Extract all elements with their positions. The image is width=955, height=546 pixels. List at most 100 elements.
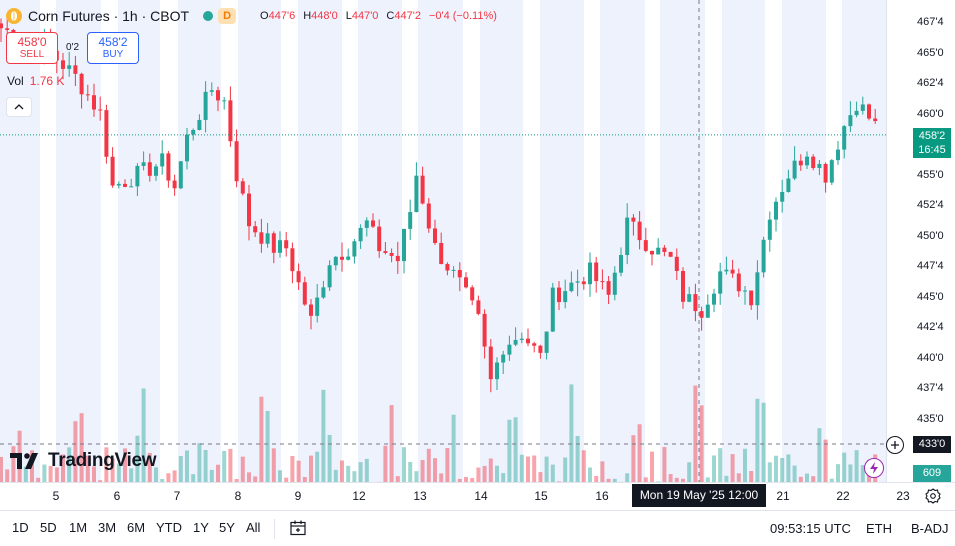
range-button-3m[interactable]: 3M	[98, 520, 117, 535]
candle-body	[550, 287, 555, 332]
candle-body	[470, 287, 475, 301]
symbol-title[interactable]: Corn Futures · 1h · CBOT	[28, 8, 190, 24]
range-button-1y[interactable]: 1Y	[193, 520, 209, 535]
volume-bar	[42, 464, 47, 482]
candle-body	[166, 153, 171, 181]
candle-body	[203, 91, 208, 120]
volume-bar	[631, 435, 636, 482]
time-tick: 15	[534, 489, 548, 503]
utc-clock[interactable]: 09:53:15 UTC	[770, 521, 851, 536]
candle-body	[135, 165, 140, 187]
volume-bar	[222, 450, 227, 482]
candle-body	[457, 269, 462, 278]
range-button-1d[interactable]: 1D	[12, 520, 29, 535]
candle-body	[619, 255, 623, 273]
range-button-5d[interactable]: 5D	[40, 520, 57, 535]
candle-body	[569, 282, 574, 292]
candle-body	[668, 251, 673, 257]
volume-bar	[352, 471, 357, 482]
buy-button[interactable]: 458'2 BUY	[87, 32, 139, 64]
volume-bar	[23, 466, 28, 482]
close-key: C	[386, 10, 395, 22]
session-gap	[160, 0, 178, 482]
high-key: H	[303, 10, 312, 22]
candle-body	[234, 141, 239, 182]
tradingview-logo[interactable]: TradingView	[10, 450, 157, 472]
volume-bar	[439, 473, 444, 482]
candle-body	[867, 104, 871, 119]
go-to-date-button[interactable]	[289, 519, 307, 537]
low-value: 447'0	[351, 10, 379, 22]
volume-bar	[563, 457, 568, 482]
candle-body	[693, 294, 698, 312]
open-value: 447'6	[268, 10, 296, 22]
candle-body	[61, 60, 65, 69]
range-button-ytd[interactable]: YTD	[156, 520, 182, 535]
candle-body	[482, 313, 487, 347]
candle-body	[315, 297, 320, 316]
candle-body	[464, 277, 468, 288]
price-tick: 447'4	[917, 260, 944, 272]
candle-body	[178, 161, 183, 189]
volume-bar	[625, 473, 630, 482]
volume-bar	[829, 478, 834, 482]
volume-bar	[687, 462, 692, 482]
green-dot-icon	[203, 11, 214, 21]
time-tick: 8	[234, 489, 242, 503]
time-axis[interactable]: 56789121314151620212223 Mon 19 May '25 1…	[0, 482, 955, 509]
add-alert-button[interactable]	[886, 436, 904, 454]
candle-body	[606, 281, 611, 295]
volume-bar	[79, 413, 84, 482]
adjustment-toggle[interactable]: B-ADJ	[911, 521, 949, 536]
volume-bar	[73, 421, 78, 482]
candle-body	[420, 175, 425, 204]
candle-body	[451, 269, 456, 271]
delay-badge[interactable]: D	[218, 8, 237, 24]
range-button-6m[interactable]: 6M	[127, 520, 146, 535]
brand-name: TradingView	[48, 450, 157, 471]
volume-bar	[581, 450, 586, 482]
price-tick: 445'0	[917, 290, 944, 303]
session-band	[0, 0, 886, 482]
volume-bar	[712, 455, 716, 482]
time-tick: 12	[352, 489, 366, 503]
spread-value: 0'2	[66, 42, 80, 53]
range-button-1m[interactable]: 1M	[69, 520, 88, 535]
candle-body	[259, 232, 264, 244]
volume-bar	[730, 454, 735, 482]
volume-bar	[61, 454, 65, 482]
volume-bar	[209, 469, 214, 482]
range-button-5y[interactable]: 5Y	[219, 520, 235, 535]
volume-bar	[203, 449, 208, 482]
bottom-toolbar: 1D 5D 1M 3M 6M YTD 1Y 5Y All 09:53:15 UTC ETH B-…	[0, 510, 955, 546]
volume-bar	[5, 469, 10, 482]
candle-body	[253, 226, 258, 233]
volume-bar	[129, 468, 134, 482]
candle-body	[321, 287, 326, 298]
sell-button[interactable]: 458'0 SELL	[6, 32, 58, 64]
lightning-button[interactable]	[864, 458, 884, 478]
candle-body	[643, 240, 648, 251]
volume-bar	[185, 450, 189, 482]
candle-body	[842, 126, 847, 150]
candle-body	[340, 256, 344, 260]
chart-settings-button[interactable]	[924, 487, 942, 505]
range-button-all[interactable]: All	[246, 520, 261, 535]
volume-bar	[817, 428, 822, 482]
session-gap	[101, 0, 118, 482]
volume-bar	[792, 465, 797, 482]
candle-body	[85, 94, 90, 96]
candle-body	[383, 251, 388, 253]
volume-value: 1.76 K	[29, 74, 65, 88]
collapse-legend-button[interactable]	[6, 97, 32, 117]
volume-bar	[836, 464, 840, 482]
candle-body	[222, 100, 227, 102]
volume-legend[interactable]: Vol 1.76 K	[7, 74, 64, 88]
volume-bar	[296, 460, 301, 482]
session-toggle[interactable]: ETH	[866, 521, 892, 536]
volume-bar	[166, 473, 171, 482]
candle-body	[538, 345, 543, 353]
volume-bar	[11, 446, 16, 482]
price-axis[interactable]: 467'4465'0462'4460'0457'4455'0452'4450'0…	[886, 0, 955, 482]
